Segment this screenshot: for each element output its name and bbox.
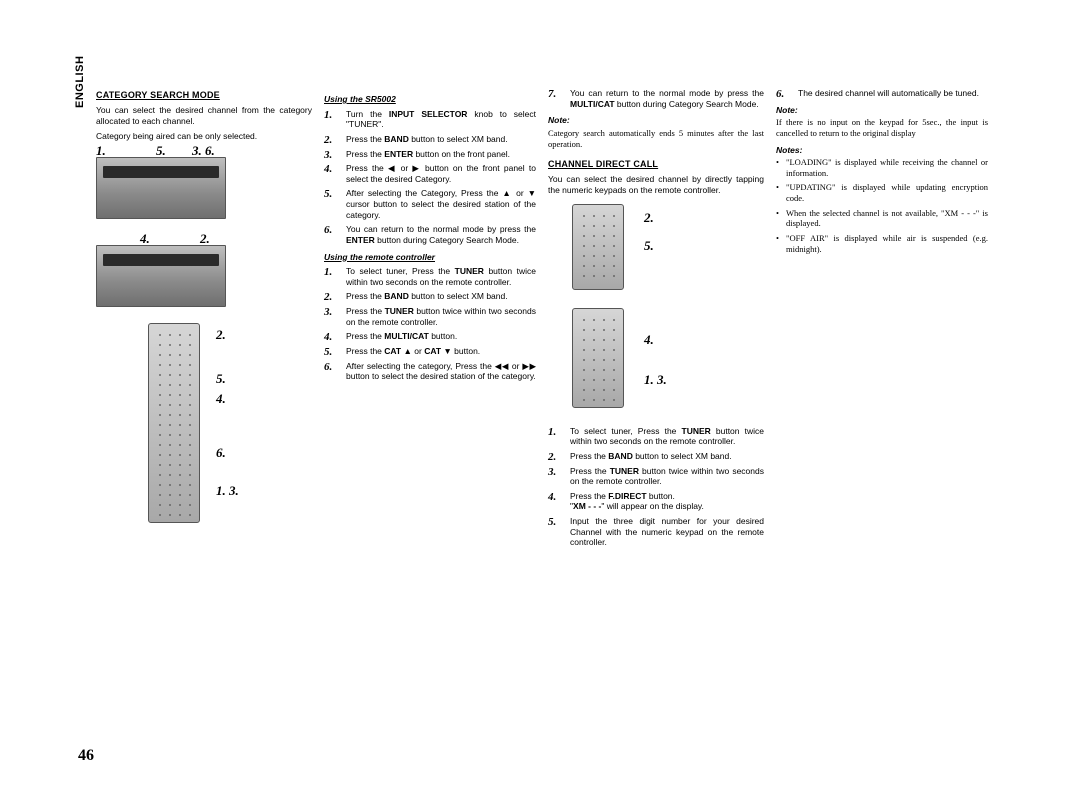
notes-b3: When the selected channel is not availab… bbox=[776, 208, 988, 229]
callout-r6: 6. bbox=[216, 445, 226, 461]
cstep-7: You can return to the normal mode by pre… bbox=[548, 88, 764, 109]
rstep-3: Press the TUNER button twice within two … bbox=[324, 306, 536, 327]
notes-b2: "UPDATING" is displayed while updating e… bbox=[776, 182, 988, 203]
column-2: Using the SR5002 Turn the INPUT SELECTOR… bbox=[324, 88, 536, 386]
note-label: Note: bbox=[548, 115, 764, 126]
rstep-1: To select tuner, Press the TUNER button … bbox=[324, 266, 536, 287]
step-4: Press the ◀ or ▶ button on the front pan… bbox=[324, 163, 536, 184]
cdc-callout-4: 4. bbox=[644, 332, 654, 348]
note-text-2: If there is no input on the keypad for 5… bbox=[776, 117, 988, 138]
steps-continued: You can return to the normal mode by pre… bbox=[548, 88, 764, 109]
figure-receiver-2: 4. 2. bbox=[96, 235, 312, 313]
column-4: The desired channel will automatically b… bbox=[776, 88, 988, 258]
heading-channel-direct: CHANNEL DIRECT CALL bbox=[548, 159, 764, 170]
cdc-step-3: Press the TUNER button twice within two … bbox=[548, 466, 764, 487]
heading-category-search: CATEGORY SEARCH MODE bbox=[96, 90, 312, 101]
callout-r1-3: 1. 3. bbox=[216, 483, 239, 499]
notes-list: "LOADING" is displayed while receiving t… bbox=[776, 157, 988, 254]
notes-b1: "LOADING" is displayed while receiving t… bbox=[776, 157, 988, 178]
cdc-callout-5: 5. bbox=[644, 238, 654, 254]
rstep-2: Press the BAND button to select XM band. bbox=[324, 291, 536, 302]
column-1: CATEGORY SEARCH MODE You can select the … bbox=[96, 88, 312, 543]
callout-r4: 4. bbox=[216, 391, 226, 407]
cdc-callout-1-3: 1. 3. bbox=[644, 372, 667, 388]
note-text: Category search automatically ends 5 min… bbox=[548, 128, 764, 149]
figure-remote-bottom: 4. 1. 3. bbox=[548, 308, 764, 416]
rstep-6: After selecting the category, Press the … bbox=[324, 361, 536, 382]
callout-3-6: 3. 6. bbox=[192, 143, 215, 159]
callout-1: 1. bbox=[96, 143, 106, 159]
steps-remote: To select tuner, Press the TUNER button … bbox=[324, 266, 536, 382]
column-3: You can return to the normal mode by pre… bbox=[548, 88, 764, 552]
callout-5: 5. bbox=[156, 143, 166, 159]
callout-2: 2. bbox=[200, 231, 210, 247]
step-3: Press the ENTER button on the front pane… bbox=[324, 149, 536, 160]
note-label-2: Note: bbox=[776, 105, 988, 116]
callout-4: 4. bbox=[140, 231, 150, 247]
rstep-5: Press the CAT ▲ or CAT ▼ button. bbox=[324, 346, 536, 357]
page-number: 46 bbox=[78, 747, 94, 765]
figure-remote-1: 2. 5. 4. 6. 1. 3. bbox=[96, 323, 312, 533]
steps-cdc: To select tuner, Press the TUNER button … bbox=[548, 426, 764, 548]
notes-label: Notes: bbox=[776, 145, 988, 156]
subheading-sr5002: Using the SR5002 bbox=[324, 94, 536, 105]
rstep-4: Press the MULTI/CAT button. bbox=[324, 331, 536, 342]
cdc-step-1: To select tuner, Press the TUNER button … bbox=[548, 426, 764, 447]
notes-b4: "OFF AIR" is displayed while air is susp… bbox=[776, 233, 988, 254]
figure-remote-top: 2. 5. bbox=[548, 202, 764, 298]
step-2: Press the BAND button to select XM band. bbox=[324, 134, 536, 145]
step-1: Turn the INPUT SELECTOR knob to select "… bbox=[324, 109, 536, 130]
callout-r5: 5. bbox=[216, 371, 226, 387]
subheading-remote: Using the remote controller bbox=[324, 252, 536, 263]
page-body: CATEGORY SEARCH MODE You can select the … bbox=[52, 88, 1028, 708]
cdc-callout-2: 2. bbox=[644, 210, 654, 226]
intro-text-2: Category being aired can be only selecte… bbox=[96, 131, 312, 142]
step-5: After selecting the Category, Press the … bbox=[324, 188, 536, 220]
cdc-step-2: Press the BAND button to select XM band. bbox=[548, 451, 764, 462]
cdc-step-6: The desired channel will automatically b… bbox=[776, 88, 988, 99]
step-6: You can return to the normal mode by pre… bbox=[324, 224, 536, 245]
cdc-step-4: Press the F.DIRECT button."XM - - -" wil… bbox=[548, 491, 764, 512]
cdc-step-5: Input the three digit number for your de… bbox=[548, 516, 764, 548]
intro-text-1: You can select the desired channel from … bbox=[96, 105, 312, 126]
callout-r2: 2. bbox=[216, 327, 226, 343]
steps-sr5002: Turn the INPUT SELECTOR knob to select "… bbox=[324, 109, 536, 246]
steps-cdc-cont: The desired channel will automatically b… bbox=[776, 88, 988, 99]
figure-receiver-1: 1. 5. 3. 6. bbox=[96, 147, 312, 225]
cdc-intro: You can select the desired channel by di… bbox=[548, 174, 764, 195]
